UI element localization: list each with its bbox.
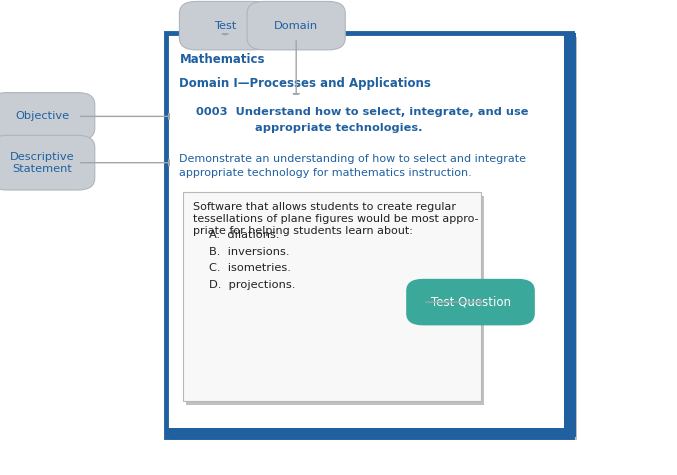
- Text: C.  isometries.: C. isometries.: [209, 263, 290, 274]
- Text: appropriate technologies.: appropriate technologies.: [255, 123, 422, 133]
- Text: Descriptive: Descriptive: [10, 152, 74, 162]
- Text: Test Question: Test Question: [431, 295, 510, 309]
- Text: appropriate technology for mathematics instruction.: appropriate technology for mathematics i…: [179, 168, 472, 179]
- Text: Software that allows students to create regular
tessellations of plane figures w: Software that allows students to create …: [193, 202, 479, 236]
- FancyBboxPatch shape: [247, 1, 345, 50]
- FancyBboxPatch shape: [0, 135, 95, 190]
- Text: Domain I—Processes and Applications: Domain I—Processes and Applications: [179, 76, 431, 90]
- Bar: [166, 33, 572, 437]
- Bar: [183, 192, 481, 401]
- Text: Test: Test: [214, 20, 236, 31]
- Bar: [171, 37, 577, 440]
- Text: Statement: Statement: [12, 164, 72, 174]
- Text: Objective: Objective: [16, 111, 69, 122]
- Text: 0003  Understand how to select, integrate, and use: 0003 Understand how to select, integrate…: [196, 106, 529, 117]
- Text: A.  dilations.: A. dilations.: [209, 230, 279, 240]
- Bar: [166, 428, 576, 437]
- Bar: [564, 33, 576, 437]
- FancyBboxPatch shape: [179, 1, 271, 50]
- FancyBboxPatch shape: [406, 279, 535, 325]
- Text: D.  projections.: D. projections.: [209, 280, 295, 290]
- Text: B.  inversions.: B. inversions.: [209, 247, 289, 257]
- Text: Domain: Domain: [274, 20, 318, 31]
- Bar: [186, 196, 484, 405]
- FancyBboxPatch shape: [0, 93, 95, 140]
- Text: Demonstrate an understanding of how to select and integrate: Demonstrate an understanding of how to s…: [179, 154, 527, 164]
- Text: Mathematics: Mathematics: [179, 53, 265, 66]
